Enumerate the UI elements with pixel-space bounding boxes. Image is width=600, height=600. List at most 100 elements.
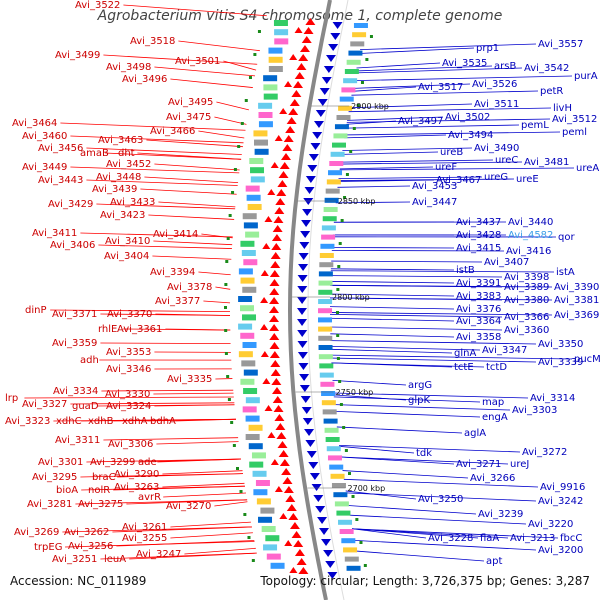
kbp-label: 2750 kbp — [336, 388, 374, 397]
feature-block — [344, 556, 359, 562]
feature-block — [318, 280, 333, 286]
reverse-gene-arrow — [297, 319, 308, 326]
feature-block — [318, 308, 333, 314]
gene-label: Avi_3490 — [474, 143, 519, 154]
inner-backbone — [307, 0, 349, 600]
gene-label: Avi_3390 — [554, 282, 599, 293]
gene-label: Avi_3495 — [168, 97, 213, 108]
gene-connector — [154, 163, 240, 171]
gene-label: Avi_3247 — [136, 549, 181, 560]
gene-label: Avi_3466 — [150, 126, 195, 137]
feature-block — [319, 262, 334, 268]
feature-block — [248, 443, 263, 450]
reverse-gene-arrow — [319, 88, 330, 95]
forward-gene-arrow — [293, 81, 304, 88]
feature-block — [254, 139, 269, 146]
gene-connector — [338, 178, 515, 181]
gene-label: Avi_3443 — [38, 175, 83, 186]
gene-connector — [348, 505, 477, 515]
gene-label: Avi_3228 — [428, 533, 473, 544]
gene-connector — [198, 130, 245, 139]
forward-gene-arrow — [270, 459, 279, 465]
gene-connector — [340, 161, 523, 165]
gene-connector — [129, 552, 257, 560]
gene-label: Avi_3407 — [484, 257, 529, 268]
feature-block — [268, 66, 283, 72]
reverse-gene-arrow — [311, 484, 322, 491]
gene-connector — [331, 354, 573, 360]
gene-label: Avi_3394 — [150, 267, 195, 278]
gene-label: istB — [456, 265, 475, 276]
forward-gene-arrow — [269, 315, 280, 322]
tick-dot — [363, 564, 367, 567]
feature-block — [242, 406, 257, 413]
forward-gene-arrow — [274, 135, 283, 141]
tick-dot — [336, 357, 340, 360]
forward-gene-arrow — [294, 27, 303, 33]
gene-connector — [332, 379, 407, 386]
forward-gene-arrow — [299, 45, 310, 52]
forward-gene-arrow — [269, 288, 280, 295]
forward-gene-arrow — [269, 351, 280, 358]
feature-block — [263, 75, 278, 82]
forward-gene-arrow — [269, 279, 280, 286]
forward-gene-arrow — [271, 234, 282, 241]
gene-connector — [344, 131, 561, 136]
gene-connector — [345, 492, 537, 502]
feature-block — [323, 418, 338, 424]
forward-gene-arrow — [289, 54, 298, 60]
gene-label: Avi_3360 — [504, 325, 549, 336]
accession-label: Accession: NC_011989 — [10, 574, 147, 588]
reverse-gene-arrow — [319, 528, 330, 535]
gene-label: Avi_3447 — [412, 197, 457, 208]
reverse-gene-arrow — [325, 561, 336, 568]
reverse-gene-arrow — [308, 154, 319, 161]
gene-label: argG — [408, 380, 432, 391]
gene-connector — [360, 43, 537, 50]
feature-block — [338, 105, 353, 111]
gene-label: Avi_3366 — [504, 312, 549, 323]
forward-gene-arrow — [289, 522, 300, 529]
forward-gene-arrow — [282, 477, 293, 484]
gene-connector — [354, 540, 537, 551]
feature-block — [348, 50, 363, 56]
gene-label: Avi_3416 — [506, 246, 551, 257]
feature-block — [346, 59, 361, 65]
feature-block — [318, 299, 333, 304]
feature-block — [240, 378, 255, 385]
tick-dot — [339, 403, 343, 406]
gene-label: amaB — [80, 148, 109, 159]
forward-gene-arrow — [274, 414, 285, 421]
gene-connector — [330, 284, 553, 288]
gene-connector — [123, 4, 267, 17]
reverse-gene-arrow — [298, 264, 309, 271]
forward-gene-arrow — [298, 54, 309, 61]
tick-dot — [224, 329, 228, 332]
forward-gene-arrow — [269, 324, 280, 331]
gene-label: Avi_3324 — [106, 401, 151, 412]
gene-connector — [24, 396, 234, 399]
tick-dot — [224, 306, 228, 309]
tick-dot — [360, 81, 364, 84]
feature-block — [250, 167, 265, 174]
gene-label: bioA — [56, 485, 78, 496]
tick-dot — [338, 242, 342, 245]
gene-connector — [330, 293, 455, 297]
forward-gene-arrow — [281, 468, 292, 475]
feature-block — [324, 427, 339, 433]
reverse-gene-arrow — [297, 330, 308, 337]
gene-label: Avi_3290 — [114, 469, 159, 480]
gene-label: Avi_3334 — [53, 386, 98, 397]
gene-label: Avi_3370 — [107, 309, 152, 320]
feature-block — [250, 176, 265, 183]
feature-block — [258, 112, 273, 118]
gene-connector — [352, 528, 427, 539]
feature-block — [242, 286, 257, 293]
forward-gene-arrow — [291, 531, 302, 538]
gene-connector — [330, 281, 455, 284]
feature-block — [328, 170, 343, 176]
gene-label: Avi_3364 — [456, 316, 501, 327]
feature-block — [243, 388, 258, 394]
reverse-gene-arrow — [306, 451, 317, 458]
feature-block — [241, 360, 256, 367]
